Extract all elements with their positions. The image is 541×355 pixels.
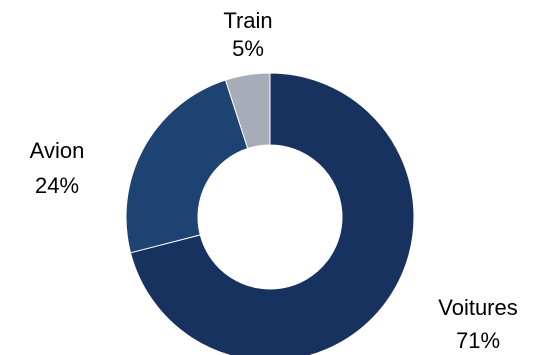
- slice-voitures: [129, 72, 415, 355]
- train-value-label: 5%: [232, 36, 264, 61]
- train-label: Train: [223, 8, 272, 33]
- voitures-value-label: 71%: [456, 328, 500, 353]
- donut-slices: [125, 72, 415, 355]
- avion-value-label: 24%: [35, 173, 79, 198]
- avion-label: Avion: [30, 138, 85, 163]
- slice-avion: [125, 79, 249, 254]
- voitures-label: Voitures: [438, 295, 518, 320]
- slice-train: [224, 72, 271, 150]
